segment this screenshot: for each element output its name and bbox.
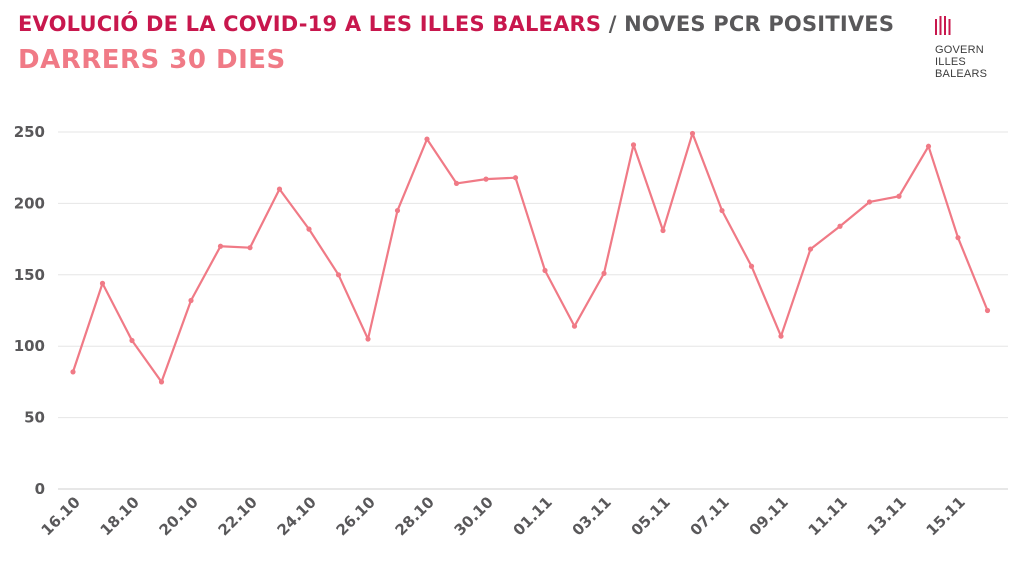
data-point — [247, 245, 253, 251]
chart-subtitle: DARRERS 30 DIES — [18, 45, 286, 75]
chart-title-secondary: NOVES PCR POSITIVES — [624, 12, 895, 36]
y-tick-label: 200 — [14, 194, 45, 212]
x-tick-label: 20.10 — [156, 493, 202, 539]
logo-line-2: ILLES — [935, 56, 966, 68]
data-point — [984, 307, 991, 314]
series-line — [71, 132, 989, 383]
x-tick-label: 22.10 — [215, 493, 261, 539]
data-point — [188, 297, 194, 304]
x-tick-label: 15.11 — [923, 493, 969, 539]
data-point — [453, 180, 460, 187]
data-point — [896, 193, 902, 199]
data-point — [542, 267, 548, 274]
data-point — [424, 136, 430, 142]
chart-title-separator: / — [608, 12, 617, 36]
data-point — [217, 243, 224, 249]
data-point — [365, 336, 371, 342]
data-point — [512, 175, 519, 181]
y-tick-label: 100 — [14, 337, 45, 355]
data-point — [748, 263, 755, 269]
y-tick-label: 150 — [14, 266, 45, 284]
logo-line-1: GOVERN — [935, 44, 984, 56]
x-tick-label: 05.11 — [628, 493, 674, 539]
x-tick-label: 28.10 — [392, 493, 438, 539]
y-tick-label: 250 — [14, 123, 45, 141]
data-point — [99, 280, 106, 286]
data-point — [70, 369, 76, 375]
data-point — [276, 186, 283, 192]
govern-balear-bars-icon — [935, 16, 951, 35]
data-point — [335, 272, 342, 278]
data-point — [955, 235, 961, 241]
data-point — [689, 130, 696, 137]
x-tick-label: 01.11 — [510, 493, 556, 539]
data-point — [306, 226, 312, 232]
govern-logo-text: GOVERN ILLES BALEARS — [935, 44, 987, 80]
x-tick-label: 16.10 — [38, 493, 84, 539]
x-tick-label: 18.10 — [97, 493, 143, 539]
x-tick-label: 07.11 — [687, 493, 733, 539]
chart-title-main: EVOLUCIÓ DE LA COVID-19 A LES ILLES BALE… — [18, 12, 602, 36]
data-point — [129, 337, 135, 344]
x-tick-label: 09.11 — [746, 493, 792, 539]
x-tick-label: 24.10 — [274, 493, 320, 539]
govern-logo: GOVERN ILLES BALEARS — [935, 16, 1015, 86]
data-point — [866, 199, 873, 205]
chart-title: EVOLUCIÓ DE LA COVID-19 A LES ILLES BALE… — [18, 12, 894, 36]
data-point — [158, 379, 165, 385]
data-point — [394, 207, 401, 214]
data-point — [807, 246, 814, 252]
data-point — [837, 223, 843, 229]
x-tick-label: 13.11 — [864, 493, 910, 539]
x-tick-label: 03.11 — [569, 493, 615, 539]
data-point — [630, 142, 637, 148]
data-point — [571, 323, 578, 329]
logo-line-3: BALEARS — [935, 68, 988, 80]
data-point — [778, 333, 784, 339]
data-point — [660, 227, 666, 234]
y-tick-label: 50 — [24, 409, 45, 427]
x-tick-label: 11.11 — [805, 493, 851, 539]
data-point — [601, 270, 607, 276]
data-point — [483, 176, 489, 182]
x-tick-label: 26.10 — [333, 493, 379, 539]
data-point — [719, 207, 725, 214]
y-tick-label: 0 — [35, 480, 45, 498]
x-tick-label: 30.10 — [451, 493, 497, 539]
data-point — [925, 143, 932, 149]
